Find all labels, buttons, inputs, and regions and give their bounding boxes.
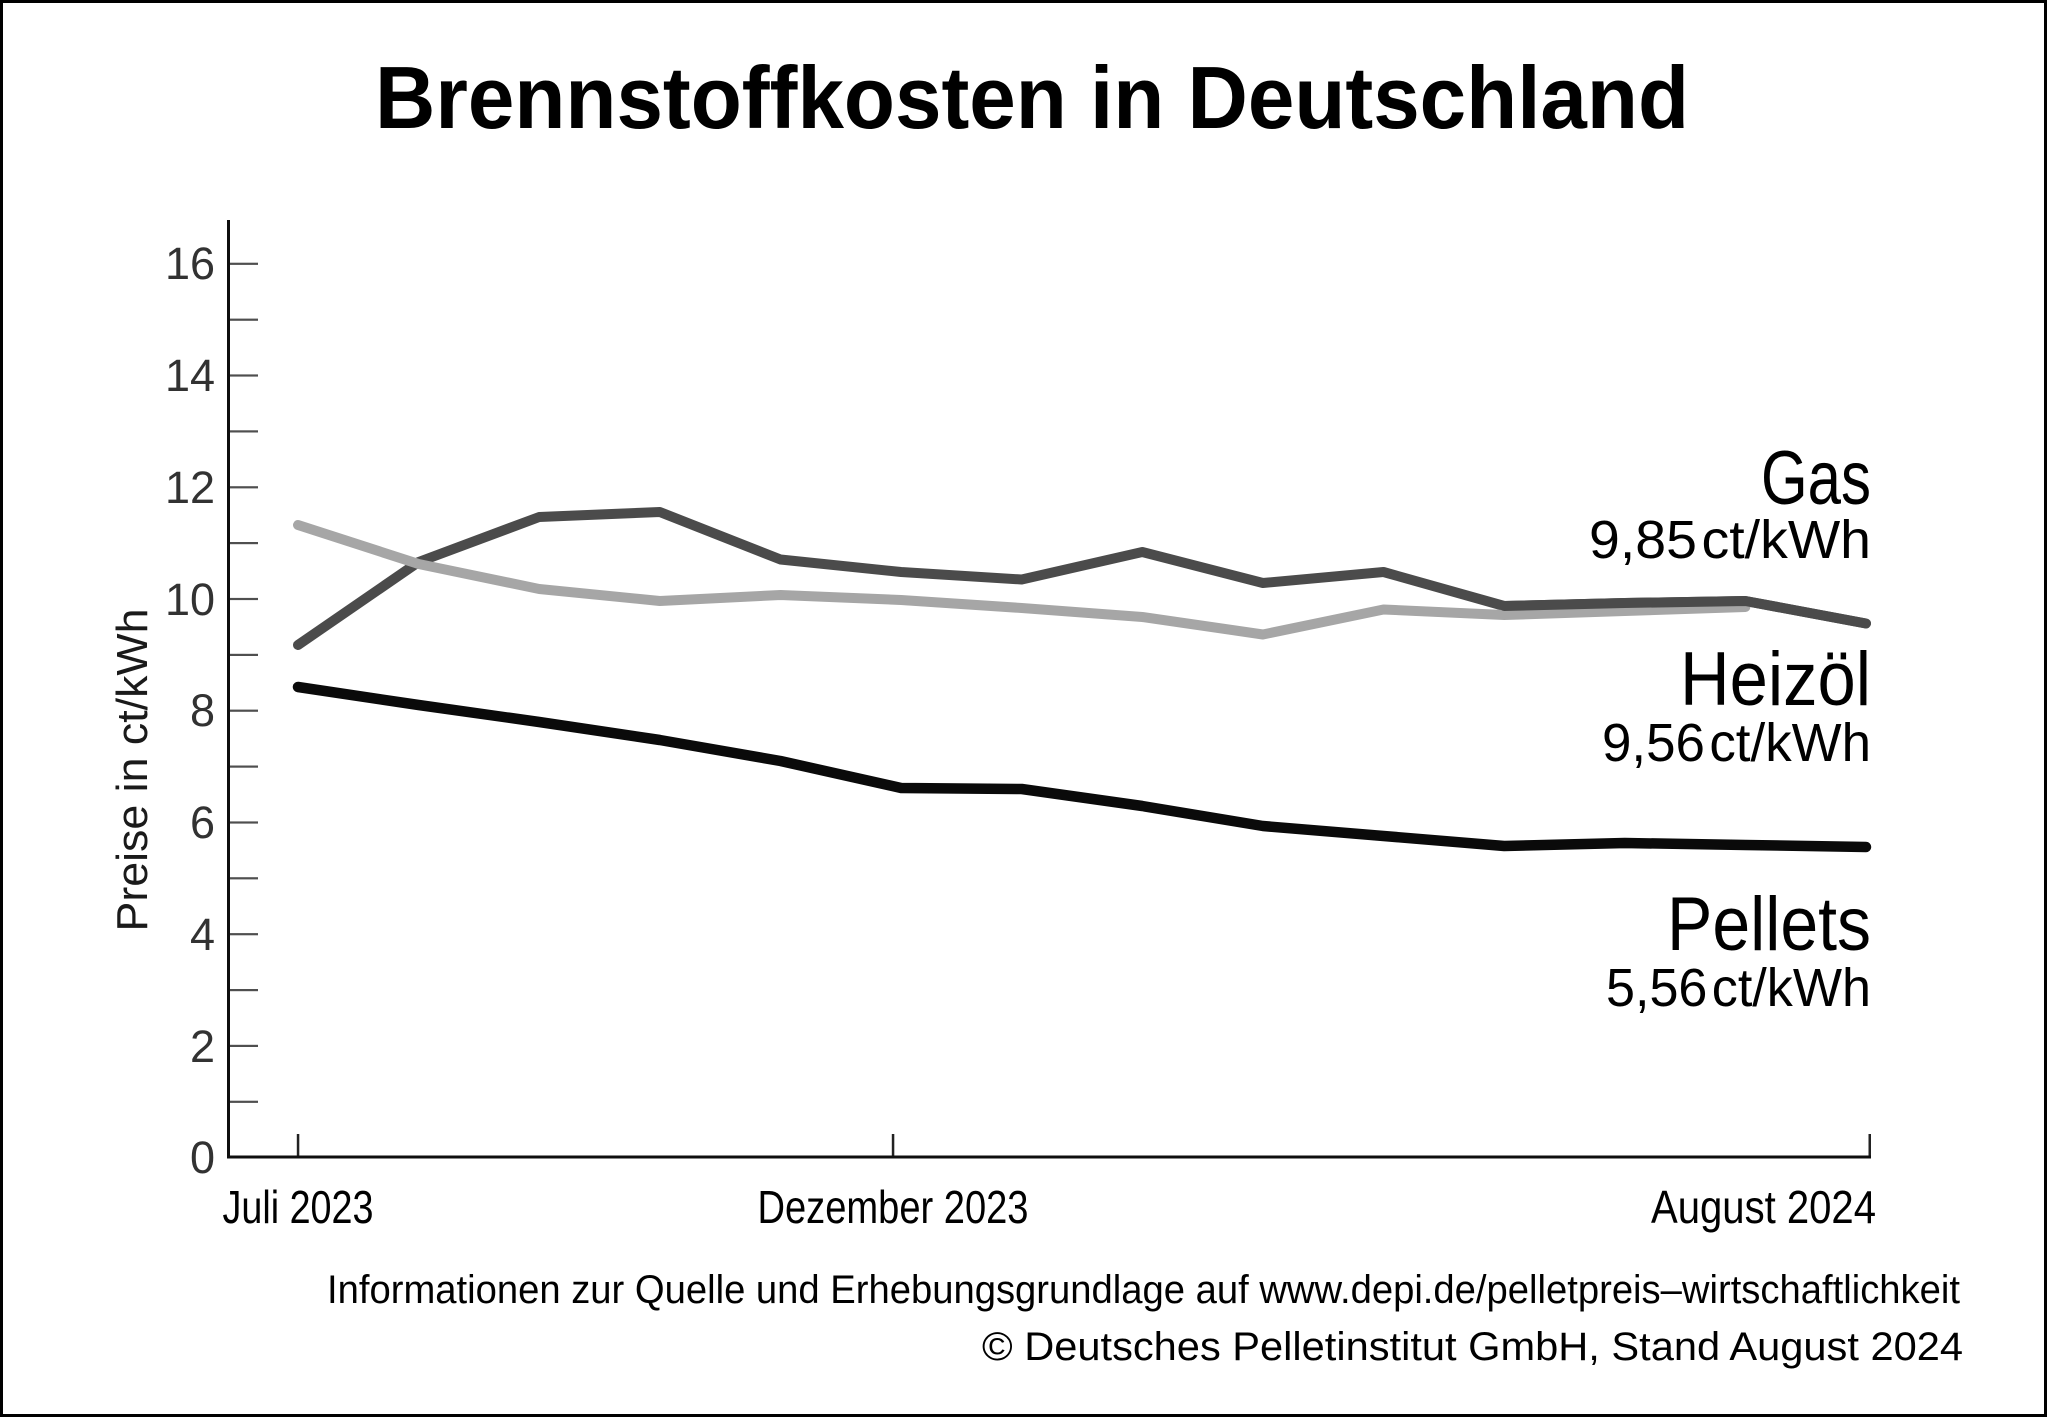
svg-text:August 2024: August 2024 xyxy=(1651,1181,1876,1233)
svg-text:Preise in ct/kWh: Preise in ct/kWh xyxy=(108,609,157,932)
svg-text:8: 8 xyxy=(190,685,215,736)
svg-text:Brennstoffkosten in Deutschlan: Brennstoffkosten in Deutschland xyxy=(375,48,1689,147)
svg-text:Pellets: Pellets xyxy=(1667,882,1871,967)
svg-text:5,56 ct/kWh: 5,56 ct/kWh xyxy=(1606,958,1871,1018)
svg-text:16: 16 xyxy=(165,238,215,289)
svg-text:2: 2 xyxy=(190,1021,215,1072)
svg-text:0: 0 xyxy=(190,1132,215,1183)
svg-text:12: 12 xyxy=(165,462,215,513)
svg-text:6: 6 xyxy=(190,797,215,848)
svg-text:10: 10 xyxy=(165,574,215,625)
svg-text:9,56 ct/kWh: 9,56 ct/kWh xyxy=(1602,713,1871,773)
svg-text:Heizöl: Heizöl xyxy=(1680,637,1871,722)
svg-text:9,85 ct/kWh: 9,85 ct/kWh xyxy=(1589,510,1871,570)
svg-text:© Deutsches Pelletinstitut Gmb: © Deutsches Pelletinstitut GmbH, Stand A… xyxy=(982,1325,1963,1369)
svg-text:Informationen zur Quelle und E: Informationen zur Quelle und Erhebungsgr… xyxy=(327,1268,1960,1312)
svg-text:14: 14 xyxy=(165,350,215,401)
svg-text:4: 4 xyxy=(190,909,215,960)
svg-text:Juli 2023: Juli 2023 xyxy=(223,1181,374,1233)
svg-text:Gas: Gas xyxy=(1761,436,1871,521)
svg-text:Dezember 2023: Dezember 2023 xyxy=(758,1181,1029,1233)
